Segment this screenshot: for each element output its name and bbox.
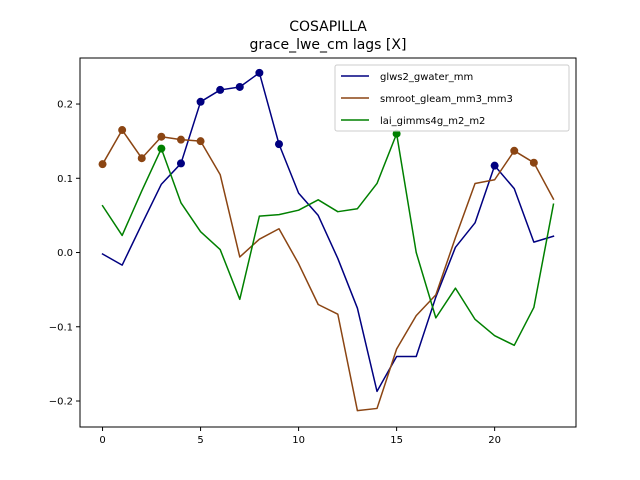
series-1-marker — [274, 140, 283, 149]
series-2-marker — [157, 132, 166, 141]
x-tick-label: 0 — [99, 435, 105, 446]
y-tick-label: 0.1 — [57, 174, 73, 185]
x-tick-label: 10 — [292, 435, 305, 446]
chart-subtitle: grace_lwe_cm lags [X] — [250, 37, 407, 53]
series-2-marker — [137, 154, 146, 163]
y-tick-label: 0.0 — [57, 248, 73, 259]
plot-area — [98, 68, 555, 412]
x-tick-label: 15 — [390, 435, 403, 446]
series-3-marker — [157, 144, 166, 153]
axes-frame — [79, 57, 577, 428]
series-1-marker — [196, 97, 205, 106]
y-tick-label: −0.1 — [49, 322, 73, 333]
series-1-marker — [235, 82, 244, 91]
x-axis: 0 5 10 15 20 — [99, 427, 501, 446]
series-line-3 — [101, 132, 555, 347]
chart-title: COSAPILLA — [289, 19, 367, 35]
series-2-marker — [176, 135, 185, 144]
legend: glws2_gwater_mm smroot_gleam_mm3_mm3 lai_g… — [334, 64, 570, 132]
series-2-marker — [510, 146, 519, 155]
y-tick-label: 0.2 — [57, 100, 73, 111]
legend-label-2: smroot_gleam_mm3_mm3 — [380, 94, 513, 105]
series-1-marker — [216, 85, 225, 94]
series-3-marker — [392, 129, 401, 138]
series-line-1 — [101, 72, 555, 393]
legend-box — [334, 64, 570, 132]
x-tick-label: 5 — [197, 435, 203, 446]
legend-label-3: lai_gimms4g_m2_m2 — [380, 116, 485, 127]
y-tick-label: −0.2 — [49, 397, 73, 408]
x-tick-label: 20 — [488, 435, 501, 446]
series-2-marker — [196, 137, 205, 146]
legend-label-1: glws2_gwater_mm — [380, 72, 473, 83]
series-2-marker — [529, 158, 538, 167]
y-axis: −0.2 −0.1 0.0 0.1 0.2 — [49, 100, 80, 408]
series-1-marker — [176, 159, 185, 168]
series-2-marker — [98, 160, 107, 169]
series-2-marker — [118, 126, 127, 135]
series-1-marker — [255, 68, 264, 77]
series-1-marker — [490, 161, 499, 170]
